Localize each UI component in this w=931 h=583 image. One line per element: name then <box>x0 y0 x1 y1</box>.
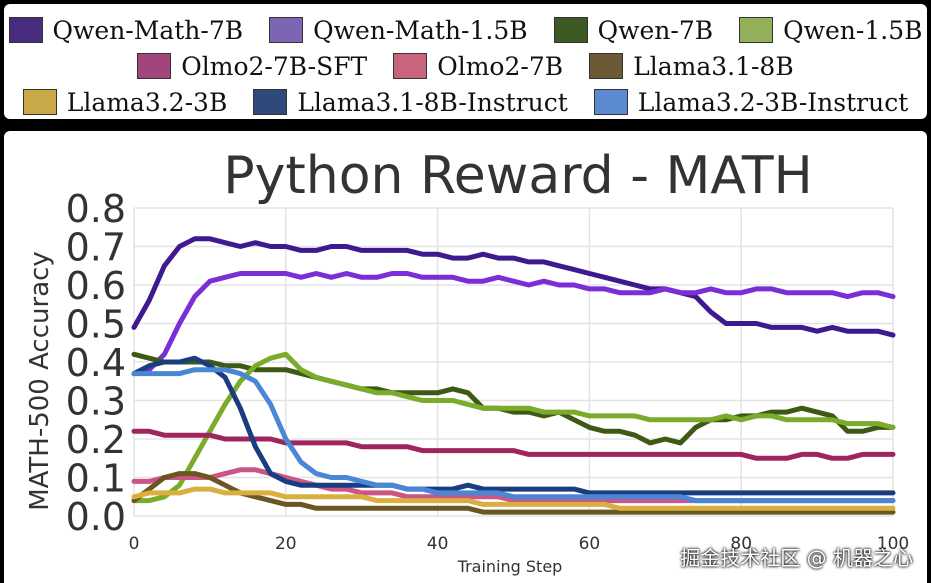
series-line <box>131 367 896 504</box>
legend-swatch <box>8 17 43 43</box>
x-tick-label: 100 <box>877 534 909 554</box>
x-tick-label: 80 <box>730 534 752 554</box>
legend-row-2: Olmo2-7B-SFT Olmo2-7B Llama3.1-8B <box>4 50 927 82</box>
legend-swatch <box>739 17 774 43</box>
legend-label: Qwen-7B <box>597 15 714 45</box>
series-line <box>131 471 896 515</box>
legend-row-3: Llama3.2-3B Llama3.1-8B-Instruct Llama3.… <box>4 86 927 118</box>
y-tick-label: 0.0 <box>66 495 126 539</box>
x-tick-label: 60 <box>579 534 601 554</box>
legend-label: Qwen-Math-1.5B <box>313 15 528 45</box>
legend-swatch <box>553 17 588 43</box>
x-axis-label: Training Step <box>457 557 563 576</box>
y-tick-label: 0.2 <box>66 418 126 462</box>
legend-row-1: Qwen-Math-7B Qwen-Math-1.5B Qwen-7B Qwen… <box>4 14 927 46</box>
series-line <box>131 271 896 377</box>
legend-item: Llama3.2-3B <box>22 87 228 117</box>
legend-swatch <box>593 89 628 115</box>
legend-label: Qwen-1.5B <box>783 15 923 45</box>
y-tick-label: 0.5 <box>66 303 126 347</box>
y-tick-label: 0.7 <box>66 226 126 270</box>
legend-label: Qwen-Math-7B <box>52 15 244 45</box>
x-tick-label: 40 <box>427 534 449 554</box>
y-axis-label: MATH-500 Accuracy <box>25 251 55 511</box>
legend-label: Olmo2-7B <box>437 51 564 81</box>
legend-swatch <box>253 89 288 115</box>
legend-item: Llama3.2-3B-Instruct <box>593 87 909 117</box>
chart-panel: Python Reward - MATH MATH-500 Accuracy T… <box>4 131 927 583</box>
y-tick-label: 0.1 <box>66 457 126 501</box>
legend: Qwen-Math-7B Qwen-Math-1.5B Qwen-7B Qwen… <box>4 4 927 119</box>
series-layer <box>131 236 896 515</box>
legend-swatch <box>137 53 172 79</box>
y-tick-label: 0.8 <box>66 187 126 231</box>
legend-item: Llama3.1-8B <box>589 52 794 81</box>
legend-swatch <box>22 89 57 115</box>
legend-swatch <box>589 53 624 79</box>
legend-label: Llama3.2-3B <box>66 87 228 117</box>
y-tick-label: 0.3 <box>66 380 126 424</box>
legend-label: Llama3.1-8B-Instruct <box>297 87 568 117</box>
x-tick-label: 20 <box>275 534 297 554</box>
legend-label: Llama3.1-8B <box>633 51 794 81</box>
line-chart: Python Reward - MATH MATH-500 Accuracy T… <box>25 146 909 576</box>
legend-label: Olmo2-7B-SFT <box>181 51 368 81</box>
series-line <box>131 351 896 504</box>
legend-item: Qwen-Math-1.5B <box>269 15 528 45</box>
legend-item: Qwen-7B <box>553 15 714 45</box>
series-line <box>131 428 896 461</box>
legend-item: Olmo2-7B <box>393 52 563 81</box>
legend-item: Llama3.1-8B-Instruct <box>253 87 568 117</box>
series-line <box>131 486 896 511</box>
series-line <box>131 355 896 496</box>
x-tick-label: 0 <box>129 534 140 554</box>
series-line <box>131 236 896 338</box>
legend-label: Llama3.2-3B-Instruct <box>637 87 909 117</box>
y-tick-label: 0.4 <box>66 341 126 385</box>
legend-item: Olmo2-7B-SFT <box>137 52 367 81</box>
watermark: 掘金技术社区 @ 机器之心 <box>680 546 913 570</box>
legend-item: Qwen-Math-7B <box>8 15 244 45</box>
legend-swatch <box>269 17 304 43</box>
y-tick-label: 0.6 <box>66 264 126 308</box>
legend-swatch <box>393 53 428 79</box>
legend-item: Qwen-1.5B <box>739 16 922 45</box>
series-line <box>131 351 896 446</box>
axes: Python Reward - MATH MATH-500 Accuracy T… <box>25 146 909 576</box>
chart-title: Python Reward - MATH <box>223 146 813 206</box>
